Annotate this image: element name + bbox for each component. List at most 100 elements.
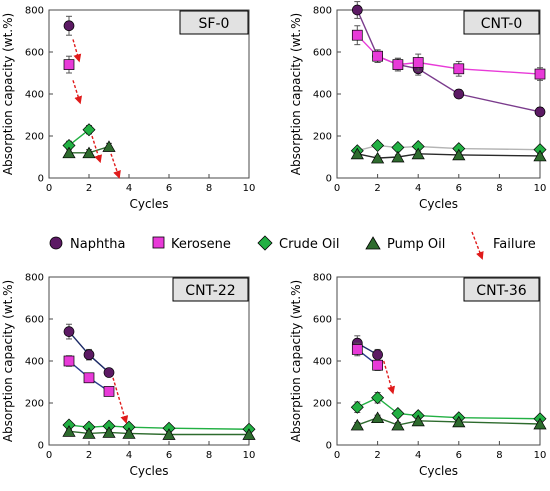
p0-series-pump-oil <box>62 140 116 159</box>
p2-series-pump-oil-point-1 <box>82 427 96 439</box>
legend-crude-oil-marker <box>257 235 273 251</box>
p1-plot-frame <box>336 9 541 179</box>
p0-failure-arrow-1 <box>72 80 82 105</box>
p2-series-kerosene <box>63 355 115 397</box>
p2-series-kerosene-point-2 <box>103 386 115 397</box>
p1-ytick-label-200: 200 <box>313 132 332 143</box>
p1-y-axis-label: Absorption capacity (wt.%) <box>289 13 303 175</box>
p0-series-pump-oil-point-0 <box>62 146 76 159</box>
p1-series-naphtha-line <box>356 9 541 113</box>
p0-xtick-label-2: 2 <box>86 183 92 194</box>
p0-xtick-label-8: 8 <box>206 183 212 194</box>
p3-ytick-label-0: 0 <box>326 441 332 452</box>
p3-series-pump-oil-point-0 <box>350 418 364 431</box>
p3-ytick-label-600: 600 <box>313 315 332 326</box>
p3-series-pump-oil-point-2 <box>391 418 405 431</box>
p1-xtick-label-0: 0 <box>334 183 340 194</box>
p2-xtick-label-6: 6 <box>166 450 172 461</box>
legend: Naphtha Kerosene Crude Oil Pump Oil Fail… <box>49 231 536 260</box>
p2-ytick-label-600: 600 <box>25 315 44 326</box>
p1-series-crude-oil-line <box>357 144 541 152</box>
p3-panel-title: CNT-36 <box>476 283 526 299</box>
p0-series-naphtha <box>63 15 75 36</box>
p2-panel-title: CNT-22 <box>185 283 235 299</box>
legend-item-crude-oil: Crude Oil <box>257 235 340 252</box>
p3-series-crude-oil-line <box>357 396 541 420</box>
p3-ytick-label-400: 400 <box>313 357 332 368</box>
p1-series-pump-oil-point-3 <box>411 147 425 160</box>
p3-y-axis-label: Absorption capacity (wt.%) <box>289 280 303 442</box>
legend-failure-label: Failure <box>493 237 536 252</box>
p3-ytick-label-800: 800 <box>313 273 332 284</box>
p1-series-naphtha-point-5 <box>534 106 546 118</box>
p0-failure-arrow-0 <box>72 39 82 63</box>
p2-series-crude-oil-line <box>68 424 250 430</box>
p0-series-kerosene-point-0 <box>63 59 75 70</box>
p2-ytick-label-400: 400 <box>25 357 44 368</box>
legend-pump-oil-label: Pump Oil <box>387 237 445 252</box>
p0-series-crude-oil <box>62 123 96 152</box>
p0-ytick-label-600: 600 <box>25 48 44 59</box>
p1-xtick-label-2: 2 <box>374 183 380 194</box>
p0-title-box <box>179 10 249 35</box>
legend-item-failure: Failure <box>471 231 536 260</box>
p0-y-axis-label: Absorption capacity (wt.%) <box>1 13 15 175</box>
p0-series-crude-oil-point-1 <box>82 123 96 137</box>
p2-title-box <box>172 277 249 302</box>
p2-series-pump-oil-point-5 <box>242 428 256 440</box>
p2-plot-frame <box>48 276 250 446</box>
p1-series-kerosene-point-1 <box>372 50 383 62</box>
panel-cnt-0: 0 200 400 600 800 0 2 4 6 8 10 Cycles Absorption cap… <box>289 1 547 211</box>
p3-title-box <box>463 277 540 302</box>
p3-series-pump-oil <box>350 411 547 431</box>
p1-series-pump-oil-line <box>357 153 541 159</box>
legend-failure-arrow <box>471 231 484 260</box>
p1-panel-title: CNT-0 <box>481 16 522 32</box>
p3-series-kerosene-point-1 <box>372 359 383 371</box>
p0-xtick-label-10: 10 <box>243 183 256 194</box>
p2-series-naphtha-point-0 <box>63 326 75 337</box>
p2-series-kerosene-point-1 <box>83 372 95 384</box>
p1-series-kerosene-point-2 <box>392 59 404 70</box>
p1-series-kerosene-point-5 <box>534 68 546 80</box>
legend-item-pump-oil: Pump Oil <box>365 236 445 252</box>
legend-pump-oil-marker <box>365 236 381 250</box>
p0-ytick-label-0: 0 <box>38 174 44 185</box>
p3-xtick-label-4: 4 <box>415 450 421 461</box>
p0-failure-arrow-3 <box>110 153 121 179</box>
legend-kerosene-label: Kerosene <box>171 237 231 252</box>
p0-x-axis-label: Cycles <box>129 197 168 211</box>
p2-series-pump-oil-point-4 <box>162 428 176 440</box>
p0-series-pump-oil-point-1 <box>82 146 96 159</box>
p0-series-kerosene <box>63 55 75 74</box>
p1-series-pump-oil-point-4 <box>452 148 466 161</box>
p1-series-kerosene-point-3 <box>412 57 424 68</box>
legend-kerosene-marker <box>152 236 165 249</box>
legend-naphtha-label: Naphtha <box>70 237 126 252</box>
p3-series-crude-oil-point-0 <box>350 400 364 414</box>
p1-ytick-label-0: 0 <box>326 174 332 185</box>
p2-xtick-label-8: 8 <box>206 450 212 461</box>
p3-series-crude-oil-point-1 <box>371 391 385 405</box>
p3-series-kerosene-point-0 <box>351 344 363 355</box>
p1-series-naphtha-point-0 <box>351 4 363 16</box>
p0-ytick-label-200: 200 <box>25 132 44 143</box>
p2-series-naphtha <box>63 323 115 378</box>
p2-series-naphtha-point-2 <box>103 367 115 378</box>
p1-xtick-label-6: 6 <box>456 183 462 194</box>
p3-series-pump-oil-point-1 <box>370 411 385 424</box>
panel-cnt-22: 0 200 400 600 800 0 2 4 6 8 10 Cycles Absorption cap… <box>1 273 256 478</box>
p1-title-box <box>463 10 540 35</box>
p0-failure-arrow-2 <box>91 135 102 164</box>
p2-series-pump-oil <box>62 425 256 440</box>
p2-xtick-label-4: 4 <box>126 450 132 461</box>
p1-series-pump-oil-point-0 <box>350 147 364 160</box>
p2-ytick-label-200: 200 <box>25 399 44 410</box>
p3-xtick-label-2: 2 <box>374 450 380 461</box>
p2-series-pump-oil-point-0 <box>62 425 76 437</box>
p1-xtick-label-4: 4 <box>415 183 421 194</box>
p0-xtick-label-4: 4 <box>126 183 132 194</box>
p3-series-kerosene <box>351 342 383 371</box>
p3-xtick-label-10: 10 <box>534 450 547 461</box>
p2-ytick-label-800: 800 <box>25 273 44 284</box>
